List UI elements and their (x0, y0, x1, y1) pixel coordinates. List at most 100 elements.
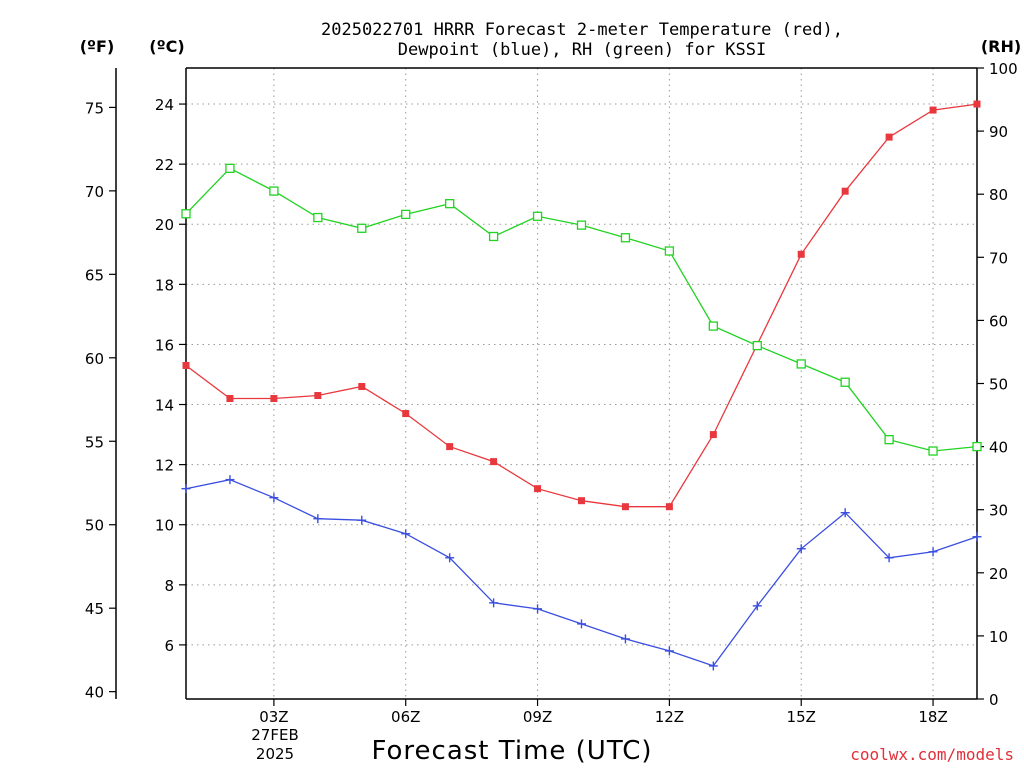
temperature-point (490, 458, 498, 466)
rh-tick-label: 10 (989, 628, 1008, 646)
rh-point (752, 340, 762, 351)
rh-point (401, 209, 411, 220)
rh-line (185, 167, 978, 452)
x-tick-label: 09Z (523, 708, 552, 726)
dewpoint-point (225, 475, 235, 485)
celsius-tick-label: 12 (155, 457, 174, 475)
fahrenheit-tick-label: 75 (85, 99, 104, 117)
temperature-point (182, 361, 190, 369)
x-axis-label: Forecast Time (UTC) (371, 736, 652, 766)
dewpoint-point (313, 514, 323, 524)
rh-tick-label: 70 (989, 249, 1008, 267)
celsius-tick-label: 22 (155, 156, 174, 174)
dewpoint-point (181, 484, 191, 494)
rh-point (664, 246, 675, 256)
tick-labels: 6 8 10 12 14 16 18 20 22 24 40 45 50 55 60 65 70 75 0 10 20 3… (85, 60, 1018, 726)
fahrenheit-axis-unit: (ºF) (80, 37, 115, 56)
x-tick-label: 06Z (391, 708, 420, 726)
temperature-point (534, 485, 542, 493)
dewpoint-point (664, 646, 674, 656)
rh-point (972, 441, 982, 452)
dewpoint-point (928, 547, 938, 557)
celsius-tick-label: 14 (155, 397, 174, 415)
temperature-point (665, 503, 673, 511)
rh-point (576, 220, 587, 230)
credit-text: coolwx.com/models (850, 745, 1014, 764)
rh-tick-label: 50 (989, 376, 1008, 394)
celsius-tick-label: 18 (155, 276, 174, 294)
dewpoint-point (445, 553, 455, 563)
dewpoint-point (401, 529, 411, 539)
celsius-tick-label: 16 (155, 336, 174, 354)
fahrenheit-tick-label: 40 (85, 684, 104, 702)
temperature-point (578, 497, 585, 505)
dewpoint-point (884, 553, 894, 563)
series-temperature (182, 100, 981, 511)
data-series (181, 100, 982, 671)
x-tick-label: 12Z (655, 708, 684, 726)
rh-point (488, 231, 499, 242)
dewpoint-point (489, 598, 499, 608)
rh-tick-label: 30 (989, 502, 1008, 520)
title-line-1: 2025022701 HRRR Forecast 2-meter Tempera… (321, 20, 843, 40)
celsius-tick-label: 20 (155, 216, 174, 234)
rh-point (928, 446, 938, 456)
temperature-point (797, 250, 805, 258)
temperature-point (270, 395, 278, 403)
fahrenheit-tick-label: 55 (85, 433, 104, 451)
temperature-point (709, 431, 717, 439)
rh-point (840, 377, 850, 387)
rh-point (269, 186, 279, 196)
dewpoint-line (185, 479, 978, 667)
axes (109, 67, 984, 706)
x-tick-label: 15Z (787, 708, 816, 726)
temperature-point (226, 395, 234, 403)
rh-tick-label: 100 (989, 60, 1018, 78)
rh-point (313, 212, 323, 223)
rh-point (445, 199, 455, 209)
series-dewpoint (181, 475, 982, 671)
dewpoint-point (533, 604, 543, 614)
date-label-month: 27FEB (251, 726, 298, 744)
rh-point (225, 163, 235, 173)
rh-tick-label: 80 (989, 186, 1008, 204)
fahrenheit-tick-label: 45 (85, 600, 104, 618)
rh-tick-label: 20 (989, 565, 1008, 583)
dewpoint-point (972, 532, 982, 542)
celsius-tick-label: 8 (164, 577, 174, 595)
rh-tick-label: 60 (989, 312, 1008, 330)
chart-title: 2025022701 HRRR Forecast 2-meter Tempera… (321, 20, 843, 60)
rh-point (884, 435, 894, 445)
celsius-tick-label: 24 (155, 96, 174, 114)
date-label-year: 2025 (256, 745, 294, 763)
dewpoint-point (752, 601, 762, 611)
dewpoint-point (840, 508, 850, 518)
fahrenheit-tick-label: 70 (85, 183, 104, 201)
fahrenheit-tick-label: 60 (85, 350, 104, 368)
fahrenheit-tick-label: 50 (85, 517, 104, 535)
dewpoint-point (708, 661, 718, 671)
fahrenheit-tick-label: 65 (85, 266, 104, 284)
grid-lines (186, 68, 977, 699)
rh-point (796, 359, 806, 369)
rh-tick-label: 0 (989, 691, 999, 709)
temperature-point (446, 443, 454, 451)
celsius-axis-unit: (ºC) (149, 37, 184, 56)
rh-point (181, 209, 191, 219)
rh-point (357, 223, 367, 233)
temperature-point (314, 392, 322, 400)
celsius-tick-label: 6 (164, 637, 174, 655)
rh-point (708, 321, 718, 331)
temperature-point (841, 187, 849, 195)
celsius-tick-label: 10 (155, 517, 174, 535)
temperature-point (621, 503, 629, 511)
dewpoint-point (357, 515, 367, 525)
x-tick-label: 03Z (259, 708, 288, 726)
rh-tick-label: 40 (989, 439, 1008, 457)
dewpoint-point (796, 544, 806, 554)
dewpoint-point (577, 619, 586, 629)
temperature-point (885, 133, 893, 141)
temperature-point (358, 383, 366, 391)
rh-tick-label: 90 (989, 123, 1008, 141)
